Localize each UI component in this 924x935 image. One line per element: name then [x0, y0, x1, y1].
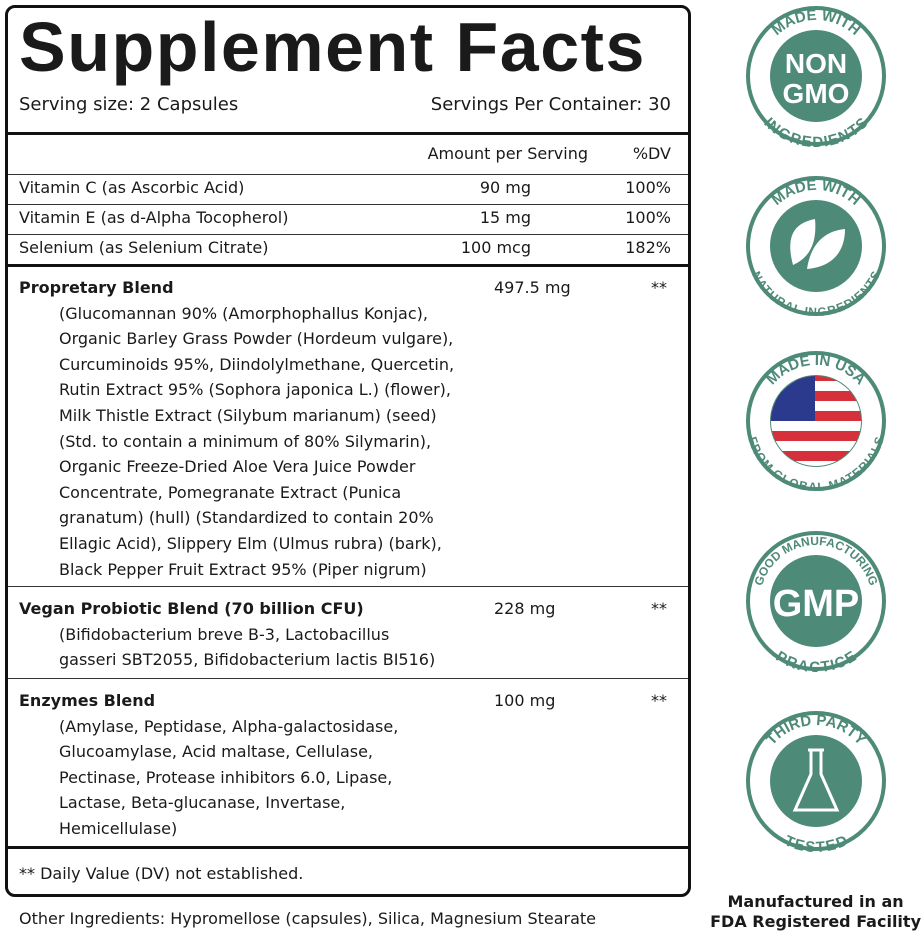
- blend-amount: 100 mg: [494, 691, 556, 710]
- svg-text:GMO: GMO: [783, 78, 850, 109]
- divider: [8, 234, 688, 235]
- badge-usa-flag: MADE IN USA FROM GLOBAL MATERIALS: [745, 350, 887, 494]
- divider: [8, 264, 688, 267]
- nutrient-row: Selenium (as Selenium Citrate) 100 mcg 182…: [19, 238, 671, 260]
- nutrient-dv: 182%: [625, 238, 671, 257]
- blend-probiotic: Vegan Probiotic Blend (70 billion CFU) 2…: [19, 596, 671, 673]
- nutrient-amount: 15 mg: [479, 208, 531, 227]
- badge-flask: THIRD PARTY TESTED: [745, 710, 887, 857]
- usa-flag-icon: [771, 376, 861, 466]
- svg-text:NON: NON: [785, 48, 847, 79]
- nutrient-amount: 90 mg: [479, 178, 531, 197]
- blend-dv: **: [651, 691, 667, 710]
- blend-dv: **: [651, 278, 667, 297]
- nutrient-dv: 100%: [625, 178, 671, 197]
- blend-name: Enzymes Blend: [19, 691, 156, 710]
- divider: [8, 132, 688, 135]
- badge-bottom-text: PRACTICE: [772, 648, 859, 676]
- flask-icon: [792, 748, 840, 812]
- label-title: Supplement Facts: [19, 8, 646, 86]
- nutrient-dv: 100%: [625, 208, 671, 227]
- nutrient-amount: 100 mcg: [460, 238, 531, 257]
- badge-non-gmo: NON GMO MADE WITH INGREDIENTS: [745, 5, 887, 151]
- badge-leaf: MADE WITH NATURAL INGREDIENTS: [745, 175, 887, 319]
- nutrient-row: Vitamin C (as Ascorbic Acid) 90 mg 100%: [19, 178, 671, 200]
- manufactured-line2: FDA Registered Facility: [710, 912, 921, 931]
- divider: [8, 174, 688, 175]
- leaf-icon: [790, 219, 845, 269]
- blend-contents: (Bifidobacterium breve B-3, Lactobacillu…: [59, 624, 436, 670]
- serving-size: Serving size: 2 Capsules: [19, 94, 239, 115]
- blend-dv: **: [651, 599, 667, 618]
- divider: [8, 586, 688, 587]
- blend-name: Propretary Blend: [19, 278, 174, 297]
- blend-proprietary: Propretary Blend 497.5 mg ** (Glucomanna…: [19, 275, 671, 582]
- gmp-icon: GMP: [773, 583, 860, 625]
- dv-header: %DV: [632, 144, 671, 163]
- blend-name: Vegan Probiotic Blend (70 billion CFU): [19, 599, 364, 618]
- blend-enzymes: Enzymes Blend 100 mg ** (Amylase, Peptid…: [19, 688, 671, 842]
- nutrient-name: Selenium (as Selenium Citrate): [19, 238, 269, 257]
- blend-contents: (Amylase, Peptidase, Alpha-galactosidase…: [59, 716, 399, 838]
- badge-bottom-text: TESTED: [782, 833, 851, 857]
- svg-text:TESTED: TESTED: [782, 833, 851, 852]
- divider: [8, 846, 688, 849]
- blend-amount: 497.5 mg: [494, 278, 571, 297]
- nutrient-row: Vitamin E (as d-Alpha Tocopherol) 15 mg 10…: [19, 208, 671, 230]
- divider: [8, 678, 688, 679]
- svg-text:PRACTICE: PRACTICE: [772, 648, 859, 672]
- divider: [8, 204, 688, 205]
- serving-info: Serving size: 2 Capsules Servings Per Co…: [19, 94, 671, 115]
- nutrient-name: Vitamin C (as Ascorbic Acid): [19, 178, 245, 197]
- footnote: ** Daily Value (DV) not established.: [19, 864, 304, 883]
- manufactured-line1: Manufactured in an: [727, 892, 904, 911]
- svg-text:GMP: GMP: [773, 583, 860, 625]
- supplement-facts-label: Supplement Facts Serving size: 2 Capsule…: [5, 5, 691, 897]
- column-headers: Amount per Serving %DV: [19, 144, 671, 166]
- other-ingredients: Other Ingredients: Hypromellose (capsule…: [19, 909, 597, 928]
- badge-gmp: GMP GOOD MANUFACTURING PRACTICE: [745, 530, 887, 676]
- blend-amount: 228 mg: [494, 599, 556, 618]
- servings-per-container: Servings Per Container: 30: [430, 94, 671, 115]
- manufactured-note: Manufactured in an FDA Registered Facili…: [710, 892, 921, 932]
- amount-header: Amount per Serving: [427, 144, 588, 163]
- nutrient-name: Vitamin E (as d-Alpha Tocopherol): [19, 208, 289, 227]
- blend-contents: (Glucomannan 90% (Amorphophallus Konjac)…: [59, 303, 455, 579]
